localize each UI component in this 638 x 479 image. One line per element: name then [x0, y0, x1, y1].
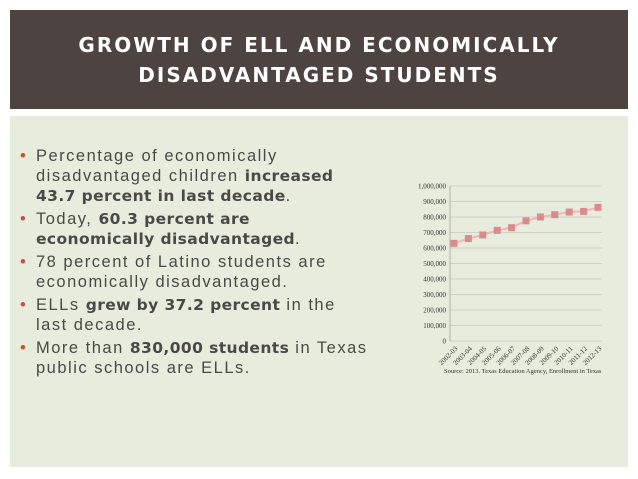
bullet-text-end: in the last decade. — [36, 296, 336, 334]
y-tick-label: 200,000 — [423, 307, 446, 315]
bullet-list: Percentage of economically disadvantaged… — [20, 146, 370, 381]
bullet-item: Today, 60.3 percent are economically dis… — [20, 209, 370, 249]
y-tick-label: 300,000 — [423, 291, 446, 299]
title-line-2: DISADVANTAGED STUDENTS — [138, 62, 500, 87]
y-tick-label: 0 — [443, 338, 447, 346]
bullet-highlight: 60.3 percent are economically disadvanta… — [36, 210, 296, 248]
chart-source-note: Source: 2013. Texas Education Agency, En… — [444, 368, 602, 375]
data-point — [508, 224, 516, 232]
bullet-highlight: increased 43.7 percent in last decade — [36, 167, 334, 205]
data-point — [594, 203, 602, 211]
bullet-highlight: grew by 37.2 percent — [85, 296, 281, 314]
title-line-1: GROWTH OF ELL AND ECONOMICALLY — [78, 32, 560, 57]
y-tick-label: 500,000 — [423, 260, 446, 268]
y-tick-label: 800,000 — [423, 214, 446, 222]
data-point — [479, 231, 487, 239]
data-point — [580, 207, 588, 215]
enrollment-chart: 0 100,000 200,000 300,000 400,000 500,000 600,… — [390, 171, 605, 386]
y-tick-label: 100,000 — [423, 322, 446, 330]
series-line — [453, 206, 599, 245]
data-point — [565, 208, 573, 216]
bullet-text: ELLs — [36, 296, 86, 314]
y-tick-label: 1,000,000 — [418, 183, 447, 191]
y-tick-label: 900,000 — [423, 198, 446, 206]
bullet-text: Today, — [36, 210, 99, 228]
bullet-text-end: . — [295, 230, 302, 248]
bullet-text: 78 percent of Latino students are econom… — [36, 253, 327, 291]
bullet-item: More than 830,000 students in Texas publ… — [20, 338, 370, 378]
bullet-item: Percentage of economically disadvantaged… — [20, 146, 370, 206]
header-banner: GROWTH OF ELL AND ECONOMICALLY DISADVANT… — [10, 10, 628, 109]
bullet-text: More than — [36, 339, 130, 357]
bullet-item: ELLs grew by 37.2 percent in the last de… — [20, 295, 370, 335]
data-point — [493, 226, 501, 234]
bullet-text-end: . — [285, 187, 292, 205]
data-point — [464, 235, 472, 243]
bullet-text-end: in Texas public schools are ELLs. — [36, 339, 368, 377]
slide-title: GROWTH OF ELL AND ECONOMICALLY DISADVANT… — [59, 30, 579, 90]
data-point — [522, 217, 530, 225]
bullet-text: Percentage of economically disadvantaged… — [36, 147, 278, 185]
y-tick-label: 700,000 — [423, 229, 446, 237]
chart-svg: 0 100,000 200,000 300,000 400,000 500,000 600,… — [418, 183, 604, 376]
bullet-item: 78 percent of Latino students are econom… — [20, 252, 370, 292]
y-tick-label: 600,000 — [423, 245, 446, 253]
y-tick-label: 400,000 — [423, 276, 446, 284]
data-point — [450, 239, 458, 247]
data-point — [551, 211, 559, 219]
data-point — [536, 213, 544, 221]
bullet-highlight: 830,000 students — [129, 339, 290, 357]
content-panel: Percentage of economically disadvantaged… — [10, 116, 628, 467]
